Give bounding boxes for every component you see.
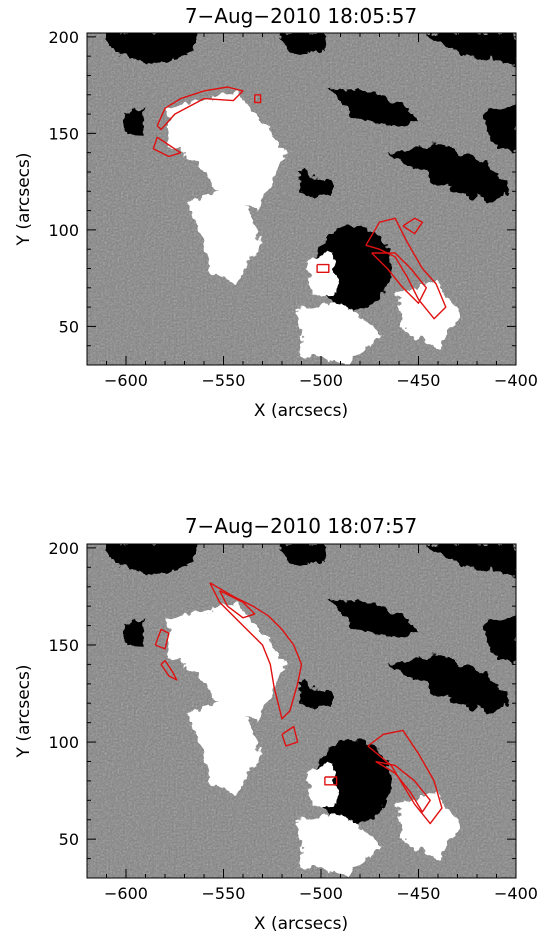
y-tick-label: 100	[48, 733, 79, 752]
flare-contour	[371, 252, 427, 304]
x-tick-label: −550	[202, 884, 246, 903]
x-tick-label: −400	[494, 884, 538, 903]
y-tick-label: 150	[48, 124, 79, 143]
magnetogram-image	[87, 33, 516, 365]
flare-contour	[253, 94, 262, 104]
x-tick-label: −500	[299, 884, 343, 903]
flare-contour	[324, 776, 338, 786]
flare-contour	[316, 263, 330, 274]
flare-contours	[154, 582, 443, 825]
flare-contour	[154, 628, 170, 650]
y-axis-label: Y (arcsecs)	[14, 665, 34, 759]
positive-polarity-regions	[167, 93, 462, 363]
x-tick-label: −450	[397, 371, 441, 390]
x-tick-label: −500	[299, 371, 343, 390]
x-tick-label: −400	[494, 371, 538, 390]
flare-contour	[365, 217, 447, 320]
y-tick-label: 200	[48, 539, 79, 558]
panel-top: 7−Aug−2010 18:05:57	[14, 4, 538, 421]
positive-polarity-regions	[167, 604, 462, 874]
y-axis-label: Y (arcsecs)	[14, 153, 34, 247]
y-tick-label: 100	[48, 221, 79, 240]
flare-contour	[402, 217, 424, 235]
flare-contour	[160, 660, 178, 681]
flare-contour	[218, 589, 256, 619]
y-tick-label: 50	[59, 830, 79, 849]
y-tick-label: 50	[59, 317, 79, 336]
x-tick-label: −450	[397, 884, 441, 903]
magnetogram-image	[87, 544, 516, 878]
flare-contours	[152, 86, 447, 320]
flare-contour	[281, 725, 299, 747]
y-tick-label: 200	[48, 28, 79, 47]
x-tick-label: −600	[104, 371, 148, 390]
negative-polarity-regions	[107, 33, 516, 203]
x-tick-label: −550	[202, 371, 246, 390]
flare-contour	[375, 760, 431, 813]
x-axis-label: X (arcsecs)	[254, 401, 348, 421]
flare-contour	[156, 86, 244, 131]
panel-bottom: 7−Aug−2010 18:07:57	[14, 514, 538, 934]
y-tick-label: 150	[48, 636, 79, 655]
panel-title: 7−Aug−2010 18:07:57	[185, 514, 417, 538]
x-axis-label: X (arcsecs)	[254, 914, 348, 934]
x-tick-label: −600	[104, 884, 148, 903]
negative-polarity-regions	[107, 544, 516, 714]
flare-contour	[209, 582, 303, 720]
panel-title: 7−Aug−2010 18:05:57	[185, 4, 417, 28]
flare-contour	[152, 136, 182, 158]
